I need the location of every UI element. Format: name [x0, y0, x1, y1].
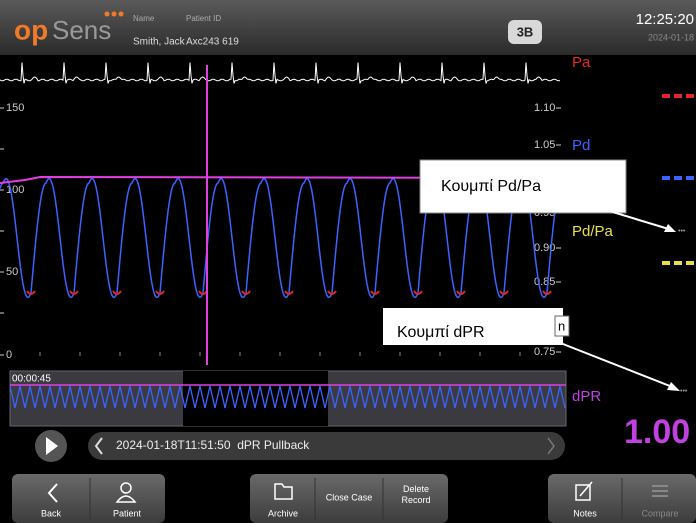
left-tick-label: 50: [6, 266, 18, 278]
back-button[interactable]: Back: [41, 508, 62, 518]
pa-trough: [26, 290, 36, 295]
label: Patient ID: [186, 14, 221, 23]
pd-label: Pd: [572, 137, 590, 154]
date: 2024-01-18: [648, 32, 694, 42]
pa-trough: [456, 290, 466, 295]
pa-trough: [112, 290, 122, 295]
close-case-button[interactable]: Close Case: [326, 492, 373, 502]
trend-pd: [9, 385, 566, 409]
pd-trace: [0, 177, 561, 299]
button-group: [250, 474, 448, 523]
compare-button[interactable]: Compare: [641, 508, 678, 518]
pa-trough: [241, 290, 251, 295]
logo: op: [14, 14, 48, 45]
patient-button[interactable]: Patient: [113, 508, 142, 518]
toolbar: Back Patient Archive Close Case Delete R…: [12, 474, 696, 523]
pa-trough: [413, 290, 423, 295]
delete-record-button[interactable]: Delete Record: [401, 484, 431, 505]
pa-trough: [155, 290, 165, 295]
right-tick-label: 1.05: [534, 139, 555, 151]
button-text: n: [558, 318, 565, 333]
pa-trough: [327, 290, 337, 295]
notes-icon: [575, 481, 593, 501]
callout-arrow: [559, 195, 673, 231]
pa-trough: [542, 290, 552, 295]
ecg-trace: [0, 62, 561, 84]
right-tick-label: 1.10: [534, 102, 555, 114]
play-icon: [46, 437, 58, 455]
archive-button[interactable]: Archive: [268, 508, 298, 518]
logo: Sens: [52, 15, 111, 45]
room-badge[interactable]: [508, 20, 542, 44]
more-button[interactable]: •••: [678, 228, 686, 235]
left-tick-label: 0: [6, 349, 12, 361]
delete-record-wrap: Delete Record: [401, 484, 431, 505]
clock: 12:25:20: [636, 11, 694, 28]
callout-arrow: [539, 334, 676, 389]
pdpa-label: Pd/Pa: [572, 223, 614, 240]
patient-icon: [115, 495, 137, 503]
pa-trough: [499, 290, 509, 295]
hidden-button[interactable]: [554, 315, 570, 337]
back-icon: [47, 483, 58, 503]
callout-box: [383, 308, 563, 345]
callout-label: Κουμπί Pd/Pa: [441, 178, 541, 195]
pa-trough: [370, 290, 380, 295]
callout-box: [419, 159, 627, 214]
logo-dots: [104, 11, 124, 17]
arrow-head: [664, 224, 676, 232]
next-arrow[interactable]: [547, 437, 555, 455]
pa-trough: [284, 290, 294, 295]
callout: Κουμπί Pd/Pa Κουμπί dPR n: [383, 159, 680, 391]
archive-icon: [274, 483, 293, 500]
pa-label: Pa: [572, 54, 591, 71]
button-group: [12, 474, 165, 523]
more-button[interactable]: •••: [680, 388, 688, 395]
pa-trough: [69, 290, 79, 295]
callout-label: Κουμπί dPR: [397, 324, 485, 341]
header-bar: [0, 0, 696, 55]
patient-name: Smith, Jack: [133, 37, 186, 48]
right-tick-label: 0.75: [534, 346, 555, 358]
trend-window: [183, 371, 328, 426]
dpr-value: 1.00: [624, 413, 690, 451]
pa-trace: [0, 175, 561, 184]
compare-icon: [652, 485, 668, 497]
recording-name: 2024-01-18T11:51:50 dPR Pullback: [116, 438, 310, 452]
trend-strip: 00:00:45: [9, 370, 567, 427]
trend-time: 00:00:45: [12, 374, 51, 385]
label: Name: [133, 14, 155, 23]
room: 3B: [517, 24, 534, 39]
arrow-head: [667, 382, 680, 391]
patient-icon: [120, 482, 132, 494]
left-tick-label: 150: [6, 102, 24, 114]
recording-selector[interactable]: [88, 432, 565, 460]
prev-arrow[interactable]: [94, 437, 103, 455]
left-tick-label: 100: [6, 184, 24, 196]
dpr-label: dPR: [572, 388, 601, 405]
patient-id: Axc243 619: [186, 37, 239, 48]
notes-button[interactable]: Notes: [573, 508, 597, 518]
